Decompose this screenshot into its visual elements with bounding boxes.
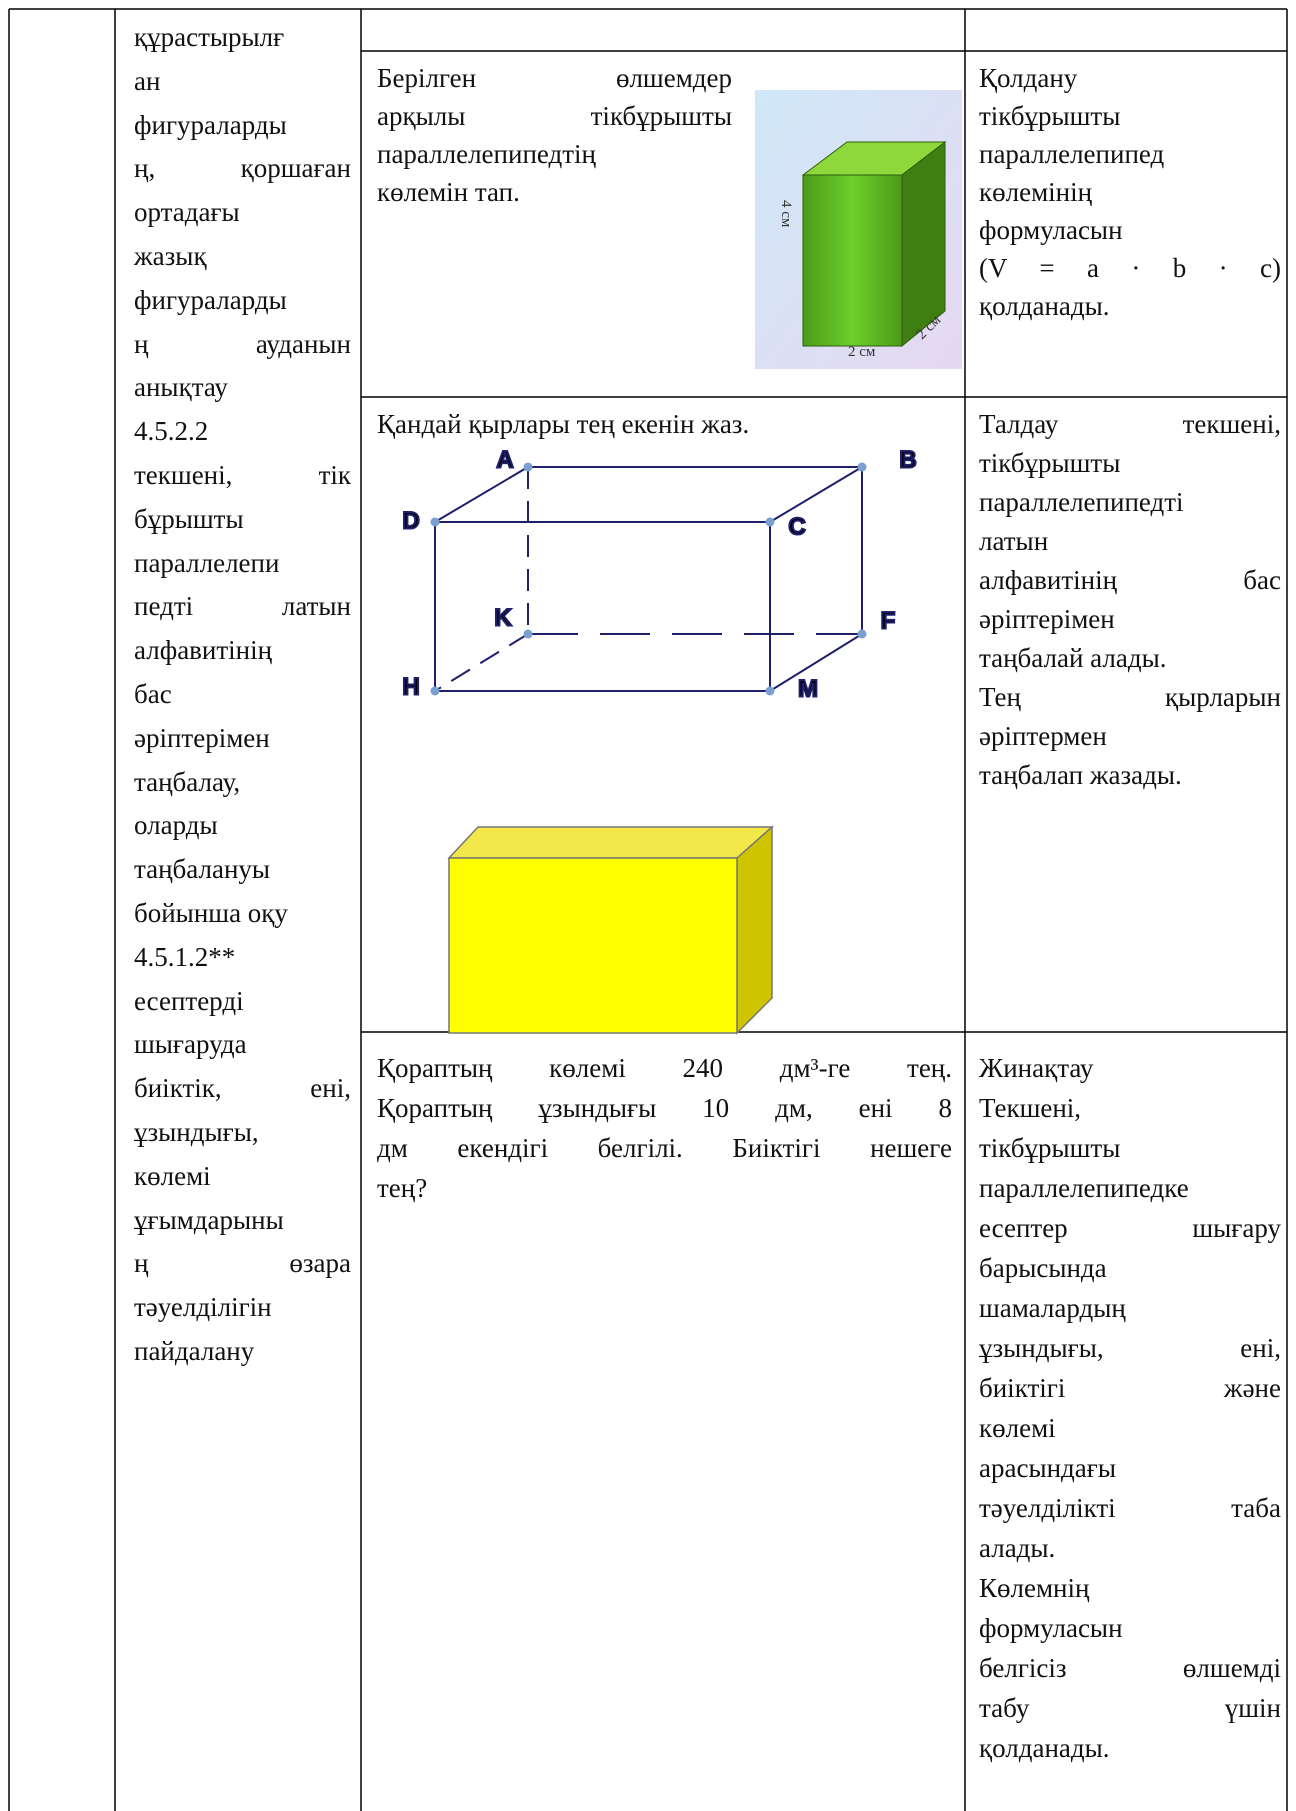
text-line: Қораптың ұзындығы 10 дм, ені 8 bbox=[377, 1093, 952, 1123]
text-line: қолданады. bbox=[979, 1733, 1110, 1763]
text-line: тең? bbox=[377, 1173, 428, 1203]
figure-label: B bbox=[899, 446, 916, 473]
figure-label: F bbox=[881, 607, 896, 634]
text-line: параллелепипед bbox=[979, 139, 1165, 169]
text-line: ұғымдарыны bbox=[134, 1204, 284, 1235]
text-line: Талдау текшені, bbox=[979, 409, 1281, 439]
text-line: тікбұрышты bbox=[979, 101, 1121, 131]
text-line: (V = a · b · c) bbox=[979, 253, 1281, 283]
text-block: Берілген өлшемдер арқылы тікбұрышты паралл… bbox=[377, 59, 732, 211]
text-line: жазық bbox=[134, 240, 207, 271]
text-line: арқылы тікбұрышты bbox=[377, 101, 732, 131]
text-line: формуласын bbox=[979, 215, 1123, 245]
text-line: тікбұрышты bbox=[979, 448, 1121, 478]
text-line: анықтау bbox=[134, 372, 228, 403]
text-line: Қандай қырлары тең екенін жаз. bbox=[377, 409, 750, 439]
text-line: ң ауданын bbox=[134, 328, 351, 359]
text-line: шамалардың bbox=[979, 1293, 1126, 1323]
text-line: параллелепипедті bbox=[979, 487, 1184, 517]
yellow-box-figure bbox=[447, 825, 774, 1035]
text-line: белгісіз өлшемді bbox=[979, 1653, 1281, 1683]
text-line: көлемінің bbox=[979, 177, 1093, 207]
text-line: таңбалануы bbox=[134, 854, 271, 885]
figure-label: M bbox=[798, 675, 818, 702]
text-block: Жинақтау Текшені, тікбұрышты параллелепипед… bbox=[979, 1048, 1281, 1768]
text-line: параллелепи bbox=[134, 547, 280, 578]
text-line: таңбалай алады. bbox=[979, 643, 1167, 673]
figure-label: K bbox=[494, 604, 512, 631]
text-line: алады. bbox=[979, 1533, 1056, 1563]
text-line: әріптерімен bbox=[134, 722, 270, 753]
text-line: параллелепипедтің bbox=[377, 139, 597, 169]
text-line: есептер шығару bbox=[979, 1213, 1281, 1243]
text-block: Қолдану тікбұрышты параллелепипед көлемінің… bbox=[979, 59, 1281, 325]
text-line: әріптермен bbox=[979, 721, 1107, 751]
text-line: Көлемнің bbox=[979, 1573, 1090, 1603]
text-line: формуласын bbox=[979, 1613, 1123, 1643]
text-line: пайдалану bbox=[134, 1335, 255, 1366]
text-line: ұзындығы, bbox=[134, 1116, 259, 1147]
text-block: Қандай қырлары тең екенін жаз. bbox=[377, 405, 952, 444]
figure-label: H bbox=[402, 673, 419, 700]
figure-label: D bbox=[402, 507, 419, 534]
text-line: Қораптың көлемі 240 дм³-ге тең. bbox=[377, 1053, 952, 1083]
text-line: арасындағы bbox=[979, 1453, 1116, 1483]
figure-label: A bbox=[496, 446, 513, 473]
text-line: педті латын bbox=[134, 591, 351, 622]
text-line: тікбұрышты bbox=[979, 1133, 1121, 1163]
text-line: бас bbox=[134, 678, 172, 709]
text-line: алфавитінің bbox=[134, 635, 273, 666]
text-line: ң өзара bbox=[134, 1248, 351, 1279]
text-line: құрастырылғ bbox=[134, 22, 285, 52]
text-line: таңбалау, bbox=[134, 766, 241, 797]
text-line: табу үшін bbox=[979, 1693, 1281, 1723]
text-line: биіктігі және bbox=[979, 1373, 1281, 1403]
green-box-figure: 4 см2 см2 см bbox=[755, 90, 962, 369]
text-line: Берілген өлшемдер bbox=[377, 63, 732, 93]
text-line: ұзындығы, ені, bbox=[979, 1333, 1281, 1363]
text-block: Қораптың көлемі 240 дм³-ге тең. Қораптың … bbox=[377, 1048, 952, 1208]
text-line: ортадағы bbox=[134, 197, 240, 228]
text-line: көлемі bbox=[134, 1160, 211, 1191]
figure-label: 4 см bbox=[778, 200, 794, 228]
text-line: 4.5.2.2 bbox=[134, 416, 209, 447]
text-line: Тең қырларын bbox=[979, 682, 1281, 712]
text-line: Жинақтау bbox=[979, 1053, 1094, 1083]
text-line: бұрышты bbox=[134, 503, 244, 534]
text-line: көлемін тап. bbox=[377, 177, 520, 207]
text-line: алфавитінің бас bbox=[979, 565, 1281, 595]
text-line: шығаруда bbox=[134, 1029, 247, 1060]
text-block: құрастырылғ ан фигураларды ң, қоршаған ортад… bbox=[134, 16, 351, 1374]
text-line: 4.5.1.2** bbox=[134, 941, 236, 972]
text-line: оларды bbox=[134, 810, 218, 841]
text-line: параллелепипедке bbox=[979, 1173, 1189, 1203]
figure-label: 2 см bbox=[848, 344, 876, 360]
cuboid-diagram: A B D C K F H M bbox=[401, 445, 917, 703]
text-line: дм екендігі белгілі. Биіктігі нешеге bbox=[377, 1133, 952, 1163]
text-line: тәуелділікті таба bbox=[979, 1493, 1281, 1523]
text-line: есептерді bbox=[134, 985, 244, 1016]
text-line: тәуелділігін bbox=[134, 1292, 272, 1323]
figure-label: C bbox=[788, 513, 805, 540]
text-line: фигураларды bbox=[134, 109, 287, 140]
table-grid bbox=[8, 8, 1288, 1811]
text-line: барысында bbox=[979, 1253, 1107, 1283]
text-line: ң, қоршаған bbox=[134, 153, 351, 184]
text-line: қолданады. bbox=[979, 291, 1110, 321]
text-line: таңбалап жазады. bbox=[979, 760, 1182, 790]
text-line: биіктік, ені, bbox=[134, 1073, 351, 1104]
text-line: көлемі bbox=[979, 1413, 1056, 1443]
text-line: ан bbox=[134, 65, 161, 96]
text-block: Талдау текшені, тікбұрышты параллелепипедт… bbox=[979, 405, 1281, 795]
text-line: әріптерімен bbox=[979, 604, 1115, 634]
text-line: Текшені, bbox=[979, 1093, 1082, 1123]
text-line: фигураларды bbox=[134, 284, 287, 315]
text-line: Қолдану bbox=[979, 63, 1078, 93]
text-line: бойынша оқу bbox=[134, 897, 288, 928]
text-line: латын bbox=[979, 526, 1049, 556]
text-line: текшені, тік bbox=[134, 459, 351, 490]
